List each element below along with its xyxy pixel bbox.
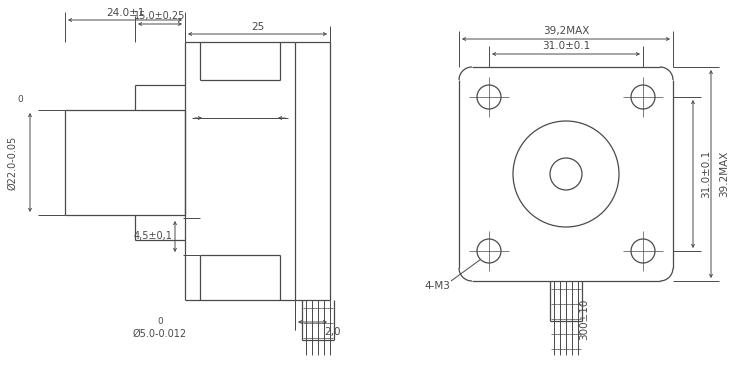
Text: 24.0±1: 24.0±1	[106, 8, 144, 18]
Text: Ø5.0-0.012: Ø5.0-0.012	[133, 329, 187, 339]
Text: 2,0: 2,0	[324, 327, 340, 337]
Text: 0: 0	[17, 96, 23, 104]
Text: 0: 0	[157, 317, 163, 327]
Text: 39.2MAX: 39.2MAX	[719, 151, 729, 197]
Text: 15,0±0,25: 15,0±0,25	[135, 11, 186, 21]
Text: 300±10: 300±10	[579, 298, 589, 340]
Text: 31.0±0.1: 31.0±0.1	[701, 150, 711, 198]
Text: Ø22.0-0.05: Ø22.0-0.05	[7, 135, 17, 190]
Text: 25: 25	[251, 22, 264, 32]
Text: 4-M3: 4-M3	[424, 281, 450, 291]
Text: 4,5±0,1: 4,5±0,1	[133, 231, 172, 241]
Text: 39,2MAX: 39,2MAX	[543, 26, 589, 36]
Text: 31.0±0.1: 31.0±0.1	[542, 41, 590, 51]
